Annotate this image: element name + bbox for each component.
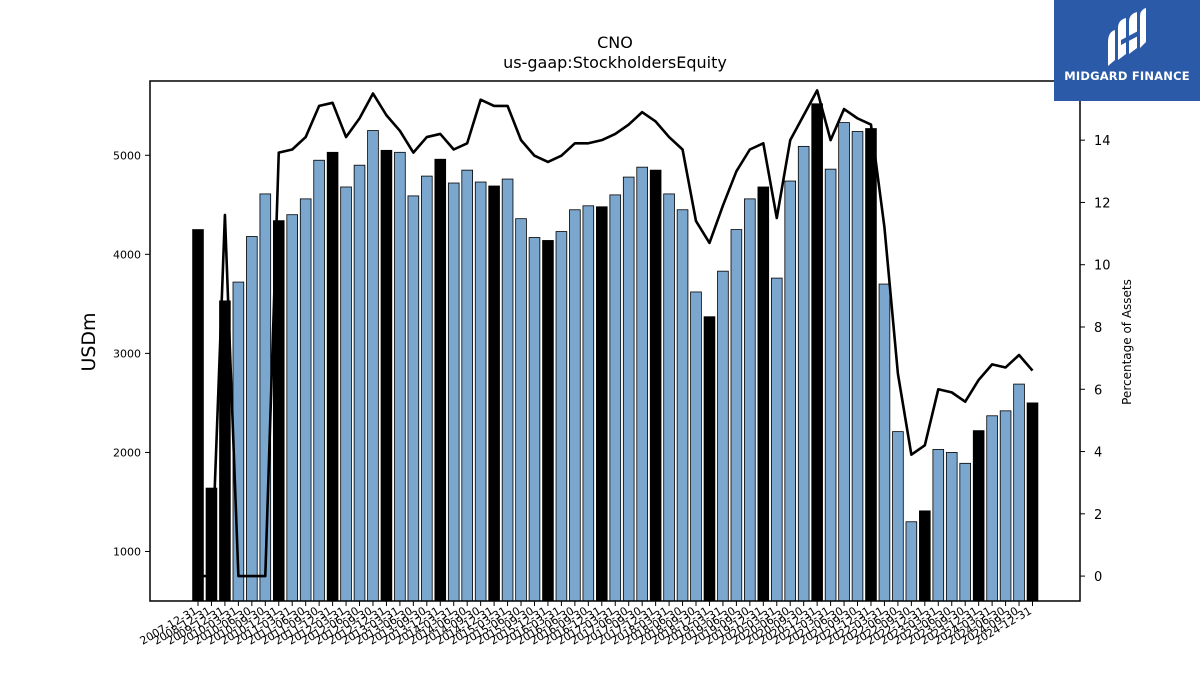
bar-2019-09-30 <box>744 198 756 602</box>
bar-2014-12-31 <box>488 185 500 602</box>
bar-2016-09-30 <box>582 205 595 602</box>
right-tick-label: 0 <box>1094 570 1102 585</box>
left-tick-label: 5000 <box>113 149 141 162</box>
left-tick-label: 3000 <box>113 347 141 360</box>
bar-2024-03-31 <box>986 415 998 602</box>
bar-2018-06-30 <box>676 209 689 602</box>
bar-2015-09-30 <box>528 237 541 602</box>
bar-2011-06-30 <box>299 198 312 602</box>
bar-2019-12-31 <box>757 186 770 602</box>
bar-2013-12-31 <box>434 158 447 602</box>
axes: 10002000300040005000024681012142007-12-3… <box>113 80 1111 648</box>
bar-2017-03-31 <box>609 194 622 602</box>
bar-2011-12-31 <box>326 151 339 602</box>
bar-2021-06-30 <box>838 122 850 602</box>
bar-2022-03-31 <box>878 283 891 602</box>
bar-2010-06-30 <box>246 236 258 602</box>
bar-2018-12-31 <box>703 316 716 602</box>
bar-2020-12-31 <box>811 103 823 602</box>
bar-2016-03-31 <box>555 231 568 602</box>
bar-2014-09-30 <box>474 181 487 602</box>
bar-2022-06-30 <box>892 431 904 602</box>
bar-2023-06-30 <box>945 452 958 602</box>
bar-2013-09-30 <box>421 175 433 602</box>
bar-2023-03-31 <box>932 449 945 602</box>
bar-2011-09-30 <box>313 159 325 602</box>
y-axis-right-label: Percentage of Assets <box>1120 279 1134 405</box>
right-tick-label: 8 <box>1094 321 1102 336</box>
bar-2024-09-30 <box>1013 383 1025 602</box>
chart-title: CNO <box>597 33 633 52</box>
right-tick-label: 12 <box>1094 196 1111 211</box>
bar-2024-12-31 <box>1026 402 1039 602</box>
bar-2024-06-30 <box>999 410 1012 602</box>
y-axis-left-label: USDm <box>78 312 100 371</box>
bar-2021-03-31 <box>824 168 837 602</box>
bar-2023-09-30 <box>959 462 971 602</box>
bar-2014-06-30 <box>461 169 473 602</box>
bar-2020-03-31 <box>770 277 783 602</box>
bar-2013-06-30 <box>407 195 420 602</box>
bar-2017-06-30 <box>622 176 635 602</box>
bar-2022-12-31 <box>919 510 931 602</box>
right-tick-label: 10 <box>1094 259 1111 274</box>
right-tick-label: 2 <box>1094 508 1102 523</box>
bar-2018-03-31 <box>663 193 675 602</box>
chart-subtitle: us-gaap:StockholdersEquity <box>503 53 727 72</box>
percentage-line <box>198 89 1034 578</box>
bar-2014-03-31 <box>447 182 460 602</box>
bar-2012-06-30 <box>353 164 366 602</box>
midgard-finance-logo: MIDGARD FINANCE <box>1054 0 1200 101</box>
logo-text: MIDGARD FINANCE <box>1064 69 1190 83</box>
bar-2011-03-31 <box>286 214 298 602</box>
bar-2021-09-30 <box>851 131 864 602</box>
bar-2012-09-30 <box>367 130 379 602</box>
bar-2018-09-30 <box>690 291 702 602</box>
bar-2016-06-30 <box>569 209 581 602</box>
bars <box>192 103 1039 602</box>
percentage-line-layer <box>198 89 1034 578</box>
bar-2017-09-30 <box>636 166 648 602</box>
bar-2019-03-31 <box>717 270 729 602</box>
right-tick-label: 14 <box>1094 134 1111 149</box>
bar-2021-12-31 <box>865 128 877 602</box>
bar-2019-06-30 <box>730 229 743 602</box>
bar-2015-06-30 <box>515 218 527 602</box>
left-tick-label: 2000 <box>113 446 141 459</box>
bar-2015-12-31 <box>542 240 554 602</box>
bar-2017-12-31 <box>649 169 662 602</box>
bar-2016-12-31 <box>596 206 608 602</box>
bar-2015-03-31 <box>501 178 514 602</box>
bar-2023-12-31 <box>972 430 985 602</box>
bar-2012-12-31 <box>380 149 393 602</box>
right-tick-label: 6 <box>1094 383 1102 398</box>
bar-2013-03-31 <box>394 151 406 602</box>
bar-2012-03-31 <box>340 186 352 602</box>
midgard-logo-icon <box>1108 8 1146 66</box>
left-tick-label: 1000 <box>113 545 141 558</box>
bar-2007-12-31 <box>192 229 204 602</box>
bar-2022-09-30 <box>905 521 918 602</box>
left-tick-label: 4000 <box>113 248 141 261</box>
right-tick-label: 4 <box>1094 446 1102 461</box>
bar-2020-09-30 <box>797 145 810 602</box>
bar-2020-06-30 <box>784 180 797 602</box>
